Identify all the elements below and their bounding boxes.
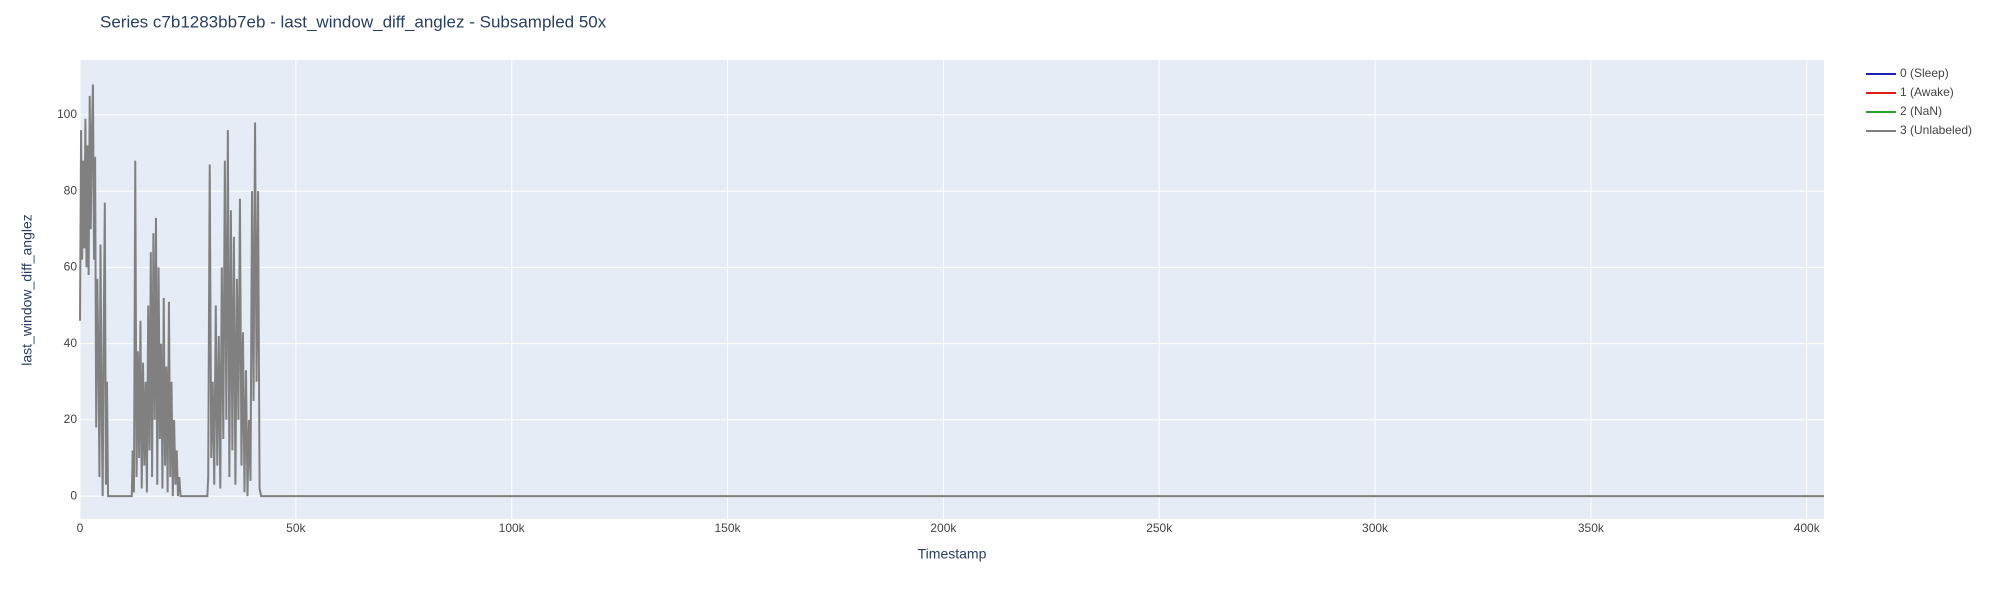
legend-label: 0 (Sleep) <box>1900 66 1949 80</box>
plot-area <box>80 60 1824 519</box>
legend-label: 1 (Awake) <box>1900 85 1954 99</box>
y-tick-label: 0 <box>70 488 77 502</box>
x-tick-label: 300k <box>1362 521 1389 535</box>
y-tick-label: 100 <box>57 107 77 121</box>
y-axis-title: last_window_diff_anglez <box>19 214 35 366</box>
x-tick-label: 0 <box>77 521 84 535</box>
y-tick-label: 80 <box>64 183 78 197</box>
y-tick-label: 60 <box>64 260 78 274</box>
x-tick-label: 350k <box>1578 521 1605 535</box>
series-line <box>79 84 1824 498</box>
chart-title: Series c7b1283bb7eb - last_window_diff_a… <box>100 12 607 31</box>
legend-label: 2 (NaN) <box>1900 104 1942 118</box>
x-tick-label: 400k <box>1794 521 1821 535</box>
x-tick-label: 250k <box>1146 521 1173 535</box>
y-tick-label: 20 <box>64 412 78 426</box>
x-tick-label: 50k <box>286 521 306 535</box>
y-tick-label: 40 <box>64 336 78 350</box>
legend-label: 3 (Unlabeled) <box>1900 123 1972 137</box>
x-axis-title: Timestamp <box>918 546 987 562</box>
x-tick-label: 200k <box>930 521 957 535</box>
x-tick-label: 100k <box>499 521 526 535</box>
x-tick-label: 150k <box>715 521 742 535</box>
